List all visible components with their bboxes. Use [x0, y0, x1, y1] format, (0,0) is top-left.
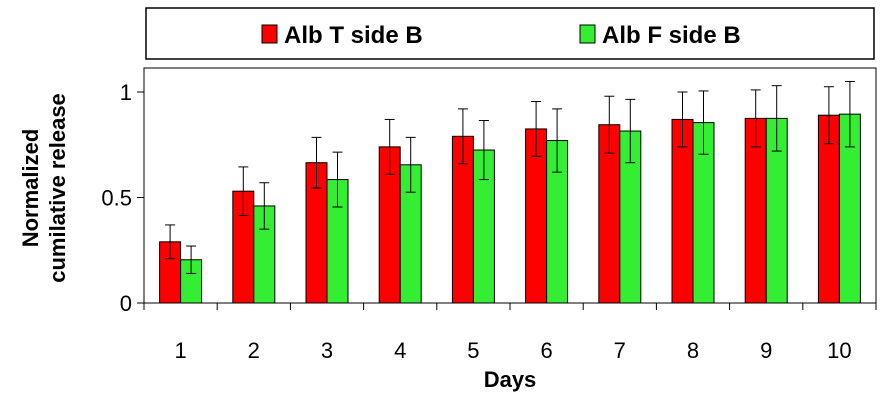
bars-layer — [159, 113, 861, 304]
legend-swatch-1 — [261, 24, 278, 44]
x-axis-title: Days — [484, 367, 537, 392]
legend-box — [145, 7, 875, 60]
y-tick-label-0: 0 — [120, 291, 132, 316]
y-tick-label-1: 1 — [120, 80, 132, 105]
x-tick-label-5: 5 — [467, 338, 479, 363]
legend-label-1: Alb T side B — [284, 22, 423, 49]
x-tick-label-8: 8 — [687, 338, 699, 363]
x-tick-label-4: 4 — [394, 338, 406, 363]
x-tick-label-10: 10 — [827, 338, 851, 363]
y-axis-title-line-2: cumilative release — [45, 93, 70, 283]
error-bars-layer — [165, 80, 855, 274]
x-tick-label-7: 7 — [614, 338, 626, 363]
x-tick-label-9: 9 — [760, 338, 772, 363]
legend-label-2: Alb F side B — [602, 22, 741, 49]
x-tick-label-2: 2 — [248, 338, 260, 363]
y-axis-title-line-1: Normalized — [18, 129, 43, 248]
x-tick-label-1: 1 — [174, 338, 186, 363]
axes-layer: 1 2 3 4 5 6 7 8 9 10 0 0.5 1 — [101, 80, 877, 363]
legend: Alb T side B Alb F side B — [261, 22, 741, 49]
x-tick-label-3: 3 — [321, 338, 333, 363]
x-tick-label-6: 6 — [540, 338, 552, 363]
legend-swatch-2 — [579, 24, 596, 44]
y-axis-title: Normalized cumilative release — [18, 93, 70, 283]
y-tick-label-0.5: 0.5 — [101, 186, 132, 211]
